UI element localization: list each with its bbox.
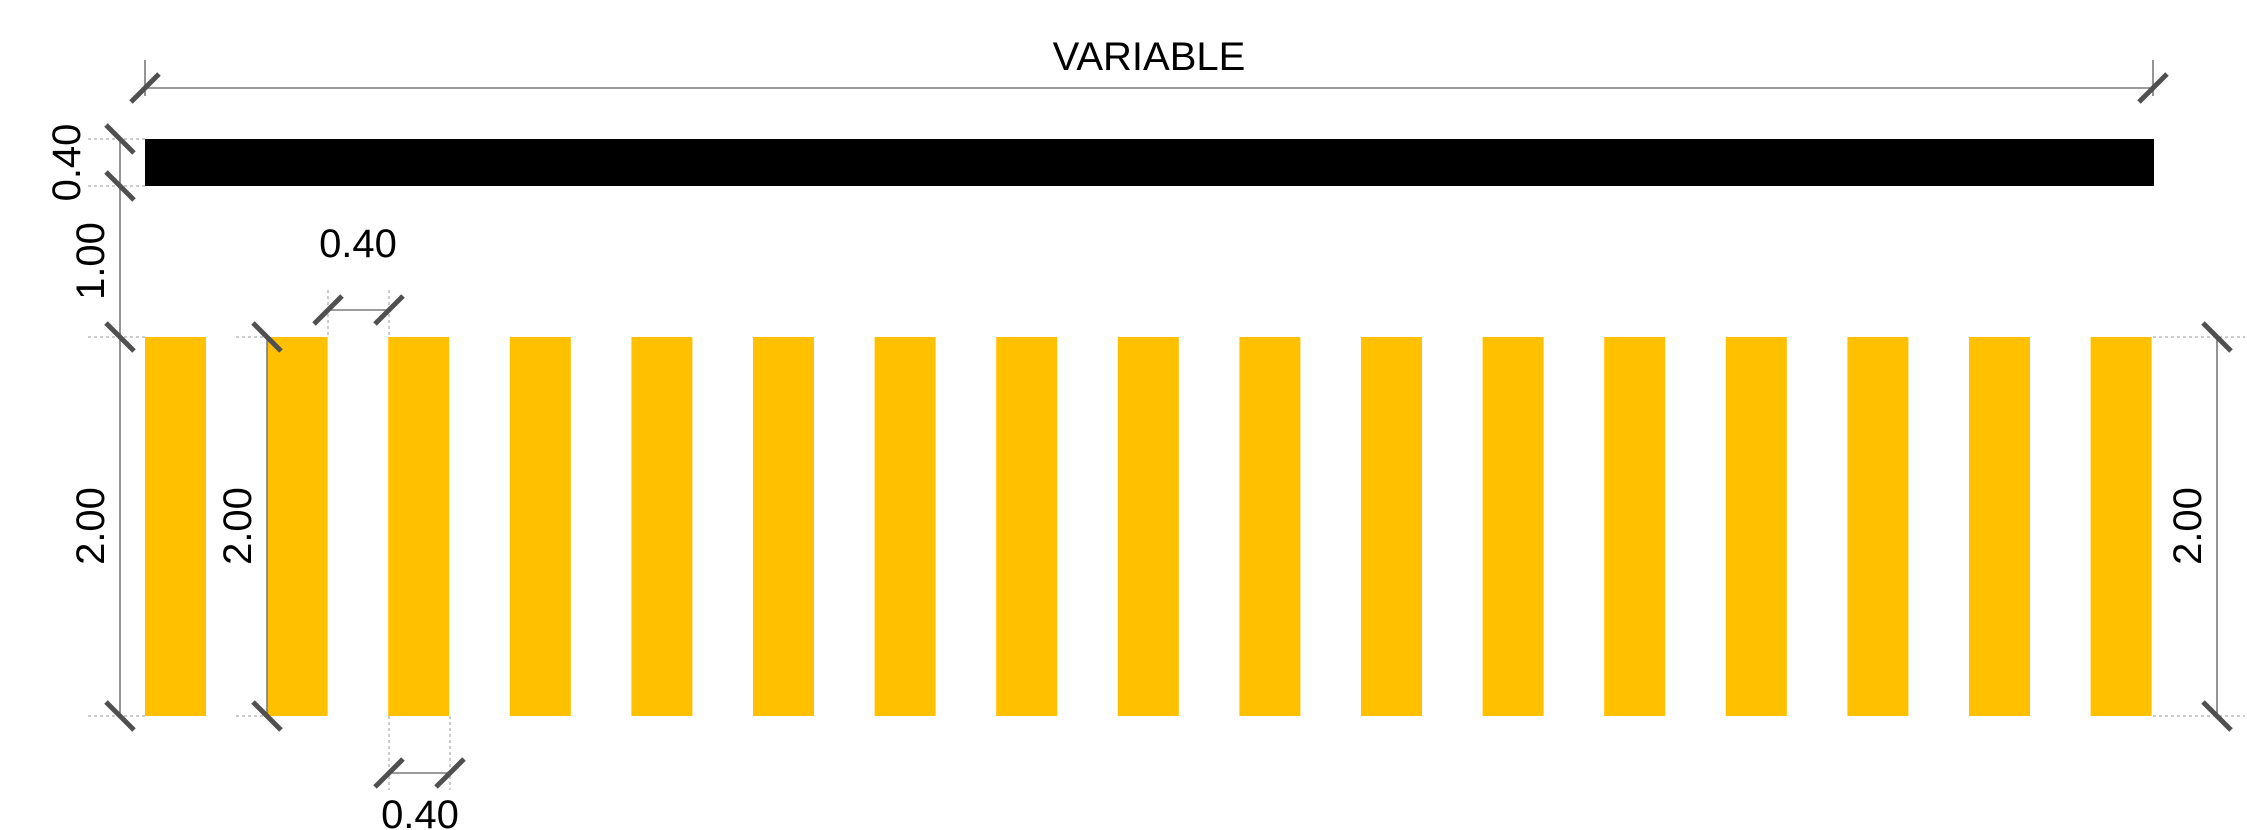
- stripe-width-bottom-label: 0.40: [381, 793, 459, 830]
- left-dimension-chain: 0.40 1.00 2.00: [45, 123, 145, 732]
- variable-label: VARIABLE: [1053, 35, 1246, 79]
- yellow-stripe: [874, 337, 936, 716]
- yellow-stripe: [509, 337, 571, 716]
- inner-height-dimension: 2.00: [216, 321, 283, 732]
- yellow-stripe: [1482, 337, 1544, 716]
- stripe-group: [145, 337, 2152, 716]
- black-bar-height-label: 0.40: [45, 124, 89, 202]
- yellow-stripe: [1725, 337, 1787, 716]
- yellow-stripe: [145, 337, 206, 716]
- gap-height-label: 1.00: [69, 222, 113, 300]
- yellow-stripe: [1969, 337, 2030, 716]
- yellow-stripe: [1361, 337, 1422, 716]
- yellow-stripe: [266, 337, 328, 716]
- right-height-dimension: 2.00: [2153, 321, 2245, 732]
- yellow-stripe: [388, 337, 450, 716]
- yellow-stripe: [631, 337, 693, 716]
- yellow-stripe: [1239, 337, 1301, 716]
- yellow-stripe: [753, 337, 814, 716]
- stripe-height-right-label: 2.00: [2166, 487, 2210, 565]
- stripe-width-top-label: 0.40: [319, 222, 397, 266]
- yellow-stripe: [1847, 337, 1909, 716]
- gap-width-dimension: 0.40: [312, 222, 405, 337]
- stripe-height-inner-label: 2.00: [216, 487, 260, 565]
- yellow-stripe: [2090, 337, 2152, 716]
- variable-dimension: VARIABLE: [129, 35, 2169, 104]
- yellow-stripe: [1604, 337, 1666, 716]
- stripe-width-dimension: 0.40: [373, 716, 466, 830]
- stop-bar: [145, 139, 2154, 186]
- yellow-stripe: [996, 337, 1058, 716]
- yellow-stripe: [1117, 337, 1179, 716]
- stripe-height-left-label: 2.00: [69, 487, 113, 565]
